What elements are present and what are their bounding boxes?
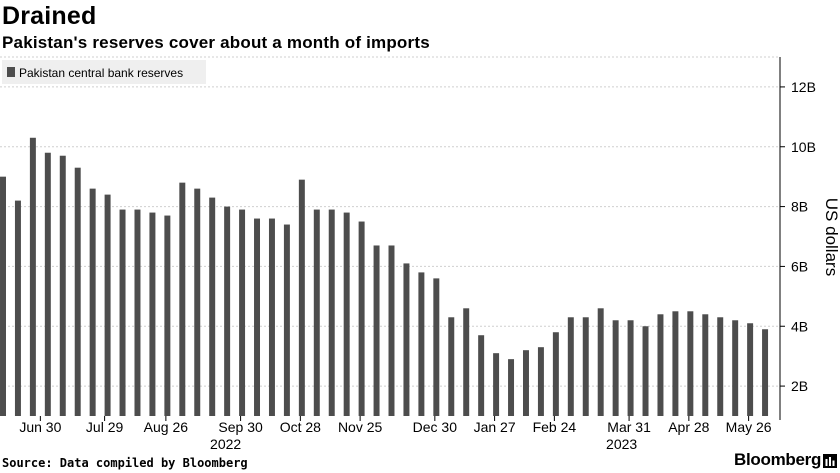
bar	[642, 326, 649, 416]
bar	[388, 245, 395, 416]
y-axis: 2B 4B 6B 8B 10B 12B	[780, 79, 816, 394]
bar	[552, 332, 559, 416]
bar	[463, 308, 470, 416]
bar	[418, 272, 425, 416]
bar	[717, 317, 724, 416]
bar	[448, 317, 455, 416]
legend: Pakistan central bank reserves	[2, 60, 206, 84]
legend-swatch	[7, 67, 15, 77]
bar	[164, 215, 171, 416]
y-tick-label: 12B	[791, 79, 816, 95]
x-tick-label: Aug 26	[144, 419, 189, 435]
bar	[149, 212, 156, 416]
bar	[74, 167, 81, 416]
bar	[14, 200, 21, 416]
x-tick-label: Oct 28	[280, 419, 321, 435]
legend-background	[2, 60, 206, 84]
bar	[657, 314, 664, 416]
bar	[762, 329, 769, 416]
bar	[478, 335, 485, 416]
bar	[239, 209, 246, 416]
bar	[119, 209, 126, 416]
y-tick-label: 4B	[791, 318, 808, 334]
bar	[702, 314, 709, 416]
bar	[522, 350, 529, 416]
bar	[687, 311, 694, 416]
bloomberg-logo-icon	[823, 454, 837, 468]
bar	[268, 218, 275, 416]
bar	[224, 206, 231, 416]
bar	[537, 347, 544, 416]
bar	[59, 155, 66, 416]
chart-title: Drained	[2, 2, 97, 30]
bar	[493, 353, 500, 416]
bar	[597, 308, 604, 416]
bar	[627, 320, 634, 416]
bar	[298, 179, 305, 416]
bar	[732, 320, 739, 416]
bar	[433, 278, 440, 416]
bar	[403, 263, 410, 416]
x-tick-label: Dec 30	[413, 419, 458, 435]
bar	[612, 320, 619, 416]
x-tick-label: Apr 28	[668, 419, 709, 435]
bar	[582, 317, 589, 416]
y-tick-label: 6B	[791, 258, 808, 274]
x-year-label: 2022	[210, 436, 241, 450]
source-note: Source: Data compiled by Bloomberg	[2, 456, 248, 470]
x-tick-label: Jan 27	[474, 419, 516, 435]
bar	[254, 218, 261, 416]
x-axis: Jun 30 Jul 29 Aug 26 Sep 30 Oct 28 Nov 25 Dec …	[19, 416, 772, 450]
x-tick-label: Nov 25	[338, 419, 383, 435]
bar	[313, 209, 320, 416]
x-tick-label: May 26	[726, 419, 772, 435]
x-tick-label: Sep 30	[218, 419, 263, 435]
y-tick-label: 10B	[791, 139, 816, 155]
bar	[44, 152, 51, 416]
bar	[343, 212, 350, 416]
bar	[29, 137, 36, 416]
bar-series	[0, 137, 769, 416]
bar	[283, 224, 290, 416]
bar	[508, 359, 515, 416]
bar	[328, 209, 335, 416]
y-axis-title: US dollars	[822, 198, 840, 276]
bar	[747, 323, 754, 416]
x-tick-label: Feb 24	[533, 419, 577, 435]
bar	[209, 197, 216, 416]
bar	[104, 194, 111, 416]
bar	[134, 209, 141, 416]
bar	[373, 245, 380, 416]
chart-subtitle: Pakistan's reserves cover about a month …	[2, 33, 430, 52]
y-tick-label: 2B	[791, 378, 808, 394]
legend-label: Pakistan central bank reserves	[19, 66, 183, 80]
bar	[0, 176, 6, 416]
bar	[358, 221, 365, 416]
y-tick-label: 8B	[791, 199, 808, 215]
bar	[567, 317, 574, 416]
bar	[179, 182, 186, 416]
x-year-label: 2023	[606, 436, 637, 450]
bar	[89, 188, 96, 416]
bar	[672, 311, 679, 416]
bloomberg-logo-text: Bloomberg	[734, 450, 822, 469]
bar	[194, 188, 201, 416]
x-tick-label: Mar 31	[607, 419, 651, 435]
x-tick-label: Jun 30	[19, 419, 61, 435]
bar-chart: 2B 4B 6B 8B 10B 12B Jun 30 Jul 29 Aug 26 Sep 30 O…	[0, 56, 840, 450]
x-tick-label: Jul 29	[86, 419, 124, 435]
